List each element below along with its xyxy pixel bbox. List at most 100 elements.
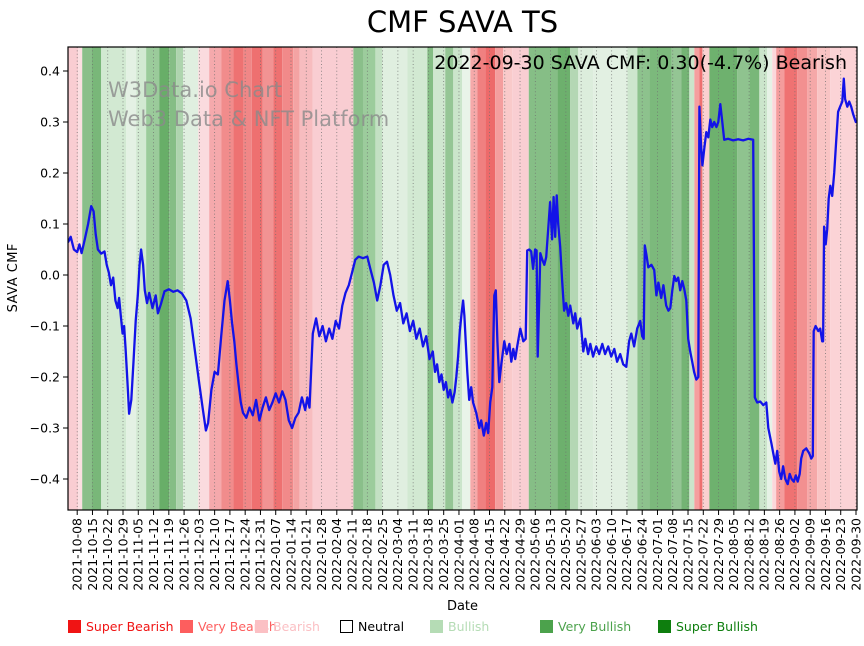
x-tick-label: 2022-08-05 [726,518,741,591]
y-tick-label: 0.4 [40,64,60,79]
sentiment-band [495,47,504,510]
sentiment-band [233,47,243,510]
x-tick-label: 2022-03-04 [390,518,405,591]
x-tick-label: 2022-07-29 [711,518,726,591]
sentiment-band [262,47,274,510]
y-tick-label: −0.4 [30,472,60,487]
sentiment-band [593,47,628,510]
x-tick-label: 2022-05-06 [528,518,543,591]
sentiment-band [183,47,199,510]
sentiment-band [407,47,428,510]
x-tick-label: 2022-08-12 [741,518,756,591]
sentiment-bands [68,47,857,510]
sentiment-band [485,47,496,510]
legend-swatch [430,620,443,633]
sentiment-band [772,47,777,510]
x-tick-label: 2022-01-07 [268,518,283,591]
sentiment-band [689,47,695,510]
sentiment-band [273,47,283,510]
sentiment-band [784,47,798,510]
sentiment-band [570,47,579,510]
x-tick-label: 2022-06-10 [604,518,619,591]
y-tick-label: −0.2 [30,370,60,385]
x-tick-label: 2021-12-10 [207,518,222,591]
sentiment-band [699,47,703,510]
sentiment-band [470,47,478,510]
legend-item-very-bullish: Very Bullish [540,619,631,634]
sentiment-band [433,47,446,510]
sentiment-band [293,47,300,510]
y-tick-label: 0.1 [40,217,60,232]
y-tick-label: −0.1 [30,319,60,334]
legend-item-super-bearish: Super Bearish [68,619,174,634]
x-tick-label: 2022-08-19 [757,518,772,591]
sentiment-band [82,47,92,510]
sentiment-band [528,47,558,510]
sentiment-band [694,47,700,510]
sentiment-band [198,47,210,510]
sentiment-band [169,47,177,510]
sentiment-band [627,47,638,510]
sentiment-band [830,47,857,510]
cmf-line-series [68,77,857,486]
y-tick-label: 0.2 [40,166,60,181]
sentiment-band [462,47,471,510]
x-tick-label: 2022-05-20 [558,518,573,591]
sentiment-band [445,47,454,510]
y-axis-label: SAVA CMF [6,243,21,313]
sentiment-band [136,47,147,510]
sentiment-band [176,47,184,510]
legend-item-bearish: Bearish [255,619,320,634]
x-tick-label: 2022-02-11 [344,518,359,591]
legend-label: Bullish [448,619,490,634]
sentiment-band [91,47,102,510]
legend-item-super-bullish: Super Bullish [658,619,758,634]
sentiment-band [221,47,234,510]
cmf-line [68,77,857,486]
x-tick-label: 2022-04-01 [451,518,466,591]
sentiment-band [649,47,672,510]
chart-legend: Super Bearish Very Bearish Bearish Neutral B… [0,619,864,639]
x-tick-label: 2022-07-15 [680,518,695,591]
x-tick-label: 2022-05-27 [573,518,588,591]
sentiment-band [126,47,137,510]
y-tick-label: 0.0 [40,268,60,283]
sentiment-band [702,47,710,510]
legend-label: Bearish [273,619,320,634]
sentiment-band [512,47,529,510]
x-tick-label: 2022-09-02 [787,518,802,591]
x-tick-label: 2022-01-28 [314,518,329,591]
x-tick-label: 2021-10-08 [70,518,85,591]
legend-item-neutral: Neutral [340,619,404,634]
x-tick-label: 2021-12-03 [192,518,207,591]
legend-label: Super Bearish [86,619,174,634]
legend-swatch [68,620,81,633]
x-tick-label: 2022-09-23 [833,518,848,591]
y-tick-label: −0.3 [30,421,60,436]
sentiment-band [681,47,690,510]
x-tick-label: 2022-02-04 [329,518,344,591]
sentiment-band [759,47,768,510]
x-tick-label: 2022-06-17 [619,518,634,591]
legend-swatch [180,620,193,633]
x-tick-label: 2021-11-19 [161,518,176,591]
sentiment-band [363,47,376,510]
chart-title: CMF SAVA TS [366,5,559,39]
x-tick-label: 2022-01-21 [299,518,314,591]
x-tick-label: 2021-10-15 [85,518,100,591]
x-tick-label: 2022-03-11 [405,518,420,591]
sentiment-band [807,47,818,510]
sentiment-band [282,47,294,510]
x-tick-label: 2022-08-26 [772,518,787,591]
x-tick-label: 2022-04-22 [497,518,512,591]
legend-item-bullish: Bullish [430,619,489,634]
sentiment-band [557,47,571,510]
x-tick-label: 2022-05-13 [543,518,558,591]
sentiment-band [78,47,83,510]
sentiment-band [709,47,738,510]
sentiment-band [68,47,79,510]
x-tick-label: 2022-04-08 [467,518,482,591]
x-tick-label: 2021-12-24 [237,518,252,591]
x-tick-label: 2021-11-26 [176,518,191,591]
